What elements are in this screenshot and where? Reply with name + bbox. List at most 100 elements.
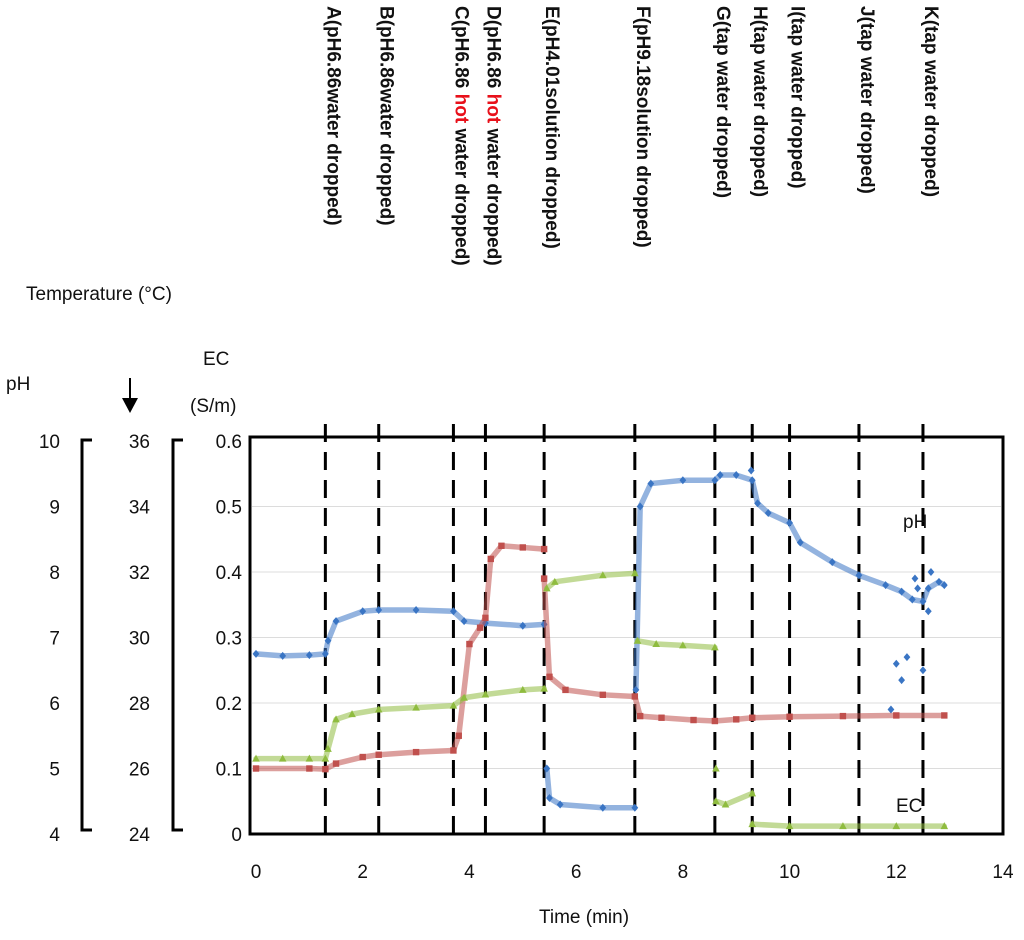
ec-point (460, 693, 468, 701)
temperature-point (519, 544, 526, 551)
ph-point (556, 800, 564, 809)
ec-tick-label: 0.5 (216, 498, 242, 519)
ec-point (540, 684, 548, 692)
ph-point (748, 476, 756, 485)
temperature-point (306, 765, 313, 772)
event-markers (323, 424, 925, 836)
temperature-point (476, 624, 484, 631)
ec-point (449, 701, 458, 709)
ec-point (785, 822, 794, 830)
ec-tick-label: 0.6 (216, 432, 242, 453)
ph-point (935, 577, 943, 586)
ph-point (460, 617, 468, 626)
plot-area-frame (248, 435, 1005, 836)
x-tick-label: 2 (357, 862, 368, 883)
ph-point (647, 479, 655, 488)
ec-series-label: EC (896, 796, 922, 817)
ph-point (632, 685, 640, 694)
temperature-point (359, 753, 366, 761)
event-label-text: water dropped) (450, 123, 471, 266)
x-tick-label: 4 (464, 862, 475, 883)
series-band (634, 638, 718, 651)
ph-point (911, 574, 919, 583)
ec-point (252, 754, 260, 762)
temperature-point (482, 614, 489, 622)
temperature-point (658, 714, 665, 721)
ph-point (882, 581, 890, 590)
ec-point (633, 636, 642, 644)
ph-series-label: pH (903, 512, 927, 533)
temperature-point (546, 673, 553, 680)
ec-point (518, 685, 527, 693)
event-label-D: D(pH6.86 hot water dropped) (482, 6, 503, 266)
ph-point (786, 518, 793, 527)
ec-point (321, 754, 330, 762)
data-series (252, 466, 949, 830)
ec-point (712, 764, 720, 772)
temperature-point (412, 748, 420, 756)
ec-point (551, 577, 559, 585)
event-label-B: B(pH6.86water dropped) (376, 6, 397, 226)
x-tick-labels: 0 2 4 6 8 10 12 14 (251, 862, 1014, 883)
series-band (253, 607, 547, 659)
temperature-point (941, 712, 948, 719)
temperature-point (252, 765, 260, 772)
ec-point (542, 584, 551, 592)
temperature-point (636, 712, 644, 720)
event-label-I: I(tap water dropped) (787, 6, 808, 189)
temperature-point (690, 716, 697, 724)
ec-point (324, 744, 332, 752)
ph-point (892, 659, 900, 668)
ph-point (914, 584, 922, 593)
x-tick-label: 8 (678, 862, 689, 883)
temperature-point (450, 747, 457, 754)
series-band (253, 543, 547, 772)
ec-point (481, 690, 490, 698)
temperature-point (839, 712, 847, 720)
ph-point (898, 676, 906, 685)
series-band (253, 685, 547, 762)
ec-tick-label: 0.4 (216, 563, 243, 584)
ph-point (919, 597, 927, 606)
ph-point (321, 649, 329, 658)
event-label-text: C(pH6.86 (450, 6, 471, 94)
temperature-point (487, 555, 494, 563)
series-band (541, 575, 948, 724)
ph-tick-label: 4 (49, 825, 60, 846)
ec-point (721, 800, 730, 808)
ph-point (375, 605, 383, 614)
ph-point (919, 666, 927, 675)
series-temperature (252, 542, 948, 773)
ph-point (796, 538, 804, 547)
temperature-point (322, 765, 329, 773)
ec-tick-label: 0 (231, 825, 242, 846)
temperature-point (893, 712, 900, 719)
temperature-tick-label: 32 (129, 563, 150, 584)
ph-point (887, 705, 895, 714)
temperature-axis-title: Temperature (°C) (26, 284, 172, 305)
temperature-point (498, 542, 505, 549)
x-tick-label: 14 (992, 862, 1014, 883)
event-label-F: F(pH9.18solution dropped) (632, 6, 653, 248)
ph-point (747, 466, 755, 475)
ph-tick-label: 7 (49, 629, 60, 650)
ph-tick-label: 10 (39, 432, 60, 453)
ec-point (892, 822, 901, 830)
temperature-point (711, 717, 719, 725)
ph-point (450, 607, 457, 616)
ph-point (359, 607, 367, 616)
temperature-tick-label: 34 (129, 498, 151, 519)
ec-point (712, 797, 720, 805)
temperature-tick-label: 30 (129, 629, 150, 650)
x-tick-label: 6 (571, 862, 582, 883)
ph-point (631, 803, 639, 812)
temperature-point (786, 713, 793, 720)
ec-tick-label: 0.1 (216, 760, 242, 781)
ph-point (855, 571, 863, 580)
temperature-axis-bracket (171, 438, 183, 832)
temperature-point (455, 732, 462, 739)
ec-axis-title-line2: (S/m) (190, 396, 236, 417)
ph-tick-label: 8 (49, 563, 60, 584)
temperature-point (466, 640, 473, 648)
ph-point (252, 649, 260, 658)
